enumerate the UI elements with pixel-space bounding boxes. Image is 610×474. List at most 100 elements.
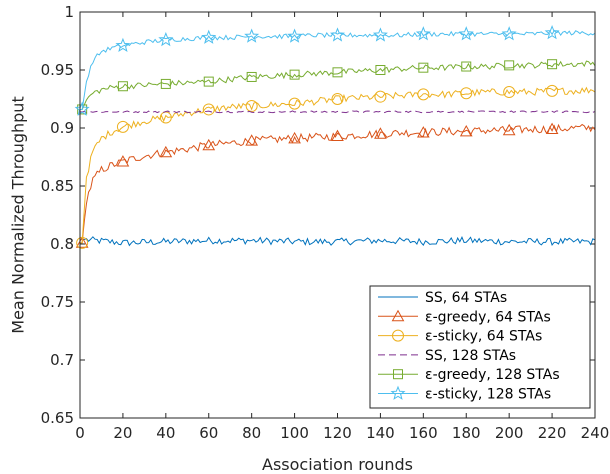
circle-marker: [460, 87, 473, 100]
series-line: [80, 29, 596, 110]
y-tick-label: 0.9: [50, 119, 74, 137]
legend-item: SS, 128 STAs: [378, 348, 516, 364]
star-marker: [158, 31, 174, 47]
triangle-marker: [159, 145, 173, 158]
circle-marker: [288, 97, 301, 110]
triangle-marker: [288, 131, 301, 144]
series-line: [79, 110, 596, 114]
circle-marker: [546, 84, 559, 97]
series-1: [80, 236, 596, 247]
series-5: [77, 59, 596, 115]
triangle-marker: [331, 129, 344, 142]
star-marker: [330, 27, 345, 42]
legend-item: ε-sticky, 128 STAs: [378, 385, 551, 403]
series-6: [74, 25, 596, 116]
star-marker: [458, 26, 474, 41]
triangle-marker: [116, 155, 130, 167]
star-marker: [115, 37, 131, 53]
legend-box: [369, 285, 591, 409]
x-tick-label: 200: [495, 424, 524, 442]
star-marker: [501, 26, 517, 41]
series-line: [80, 123, 596, 244]
legend-label: SS, 128 STAs: [425, 348, 516, 364]
circle-marker: [417, 88, 430, 101]
x-axis-label: Association rounds: [262, 455, 413, 474]
star-marker: [244, 28, 260, 43]
circle-marker: [503, 86, 516, 99]
star-marker: [390, 385, 406, 400]
series-2: [75, 122, 596, 248]
star-marker: [544, 25, 560, 40]
star-marker: [201, 29, 217, 44]
x-tick-label: 100: [280, 424, 309, 442]
star-marker: [74, 101, 90, 116]
square-marker: [393, 369, 403, 380]
triangle-marker: [502, 123, 516, 136]
x-tick-label: 120: [323, 424, 352, 442]
circle-marker: [76, 236, 89, 249]
x-tick-label: 80: [242, 424, 261, 442]
series-line: [80, 86, 596, 244]
triangle-marker: [416, 126, 430, 138]
square-marker: [332, 67, 343, 78]
square-marker: [117, 81, 128, 92]
x-tick-label: 0: [75, 424, 85, 442]
square-marker: [375, 65, 386, 75]
triangle-marker: [202, 138, 216, 151]
circle-marker: [159, 111, 172, 124]
circle-marker: [116, 120, 129, 133]
star-marker: [415, 26, 431, 41]
series-4: [79, 110, 596, 114]
square-marker: [203, 76, 214, 87]
triangle-marker: [459, 124, 473, 137]
x-tick-label: 160: [409, 424, 438, 442]
legend-item: ε-greedy, 64 STAs: [378, 309, 551, 325]
x-tick-label: 20: [113, 424, 132, 442]
square-marker: [289, 69, 300, 80]
x-tick-label: 140: [366, 424, 395, 442]
y-tick-label: 0.65: [41, 409, 74, 427]
square-marker: [418, 62, 429, 73]
x-tick-label: 240: [581, 424, 610, 442]
x-tick-label: 220: [538, 424, 567, 442]
legend-label: ε-sticky, 128 STAs: [425, 387, 551, 403]
legend-label: ε-sticky, 64 STAs: [425, 329, 542, 345]
series-3: [76, 84, 596, 249]
triangle-marker: [245, 134, 259, 146]
square-marker: [246, 71, 257, 82]
y-tick-label: 0.75: [41, 293, 74, 311]
series-line: [80, 60, 596, 110]
y-tick-label: 0.8: [50, 235, 74, 253]
square-marker: [461, 61, 472, 72]
series-lines: [74, 25, 596, 249]
x-tick-label: 40: [156, 424, 175, 442]
star-marker: [372, 27, 388, 42]
y-tick-label: 1: [64, 3, 74, 21]
y-tick-label: 0.7: [50, 351, 74, 369]
legend-item: SS, 64 STAs: [378, 290, 507, 306]
legend-label: SS, 64 STAs: [425, 290, 507, 306]
circle-marker: [245, 99, 258, 112]
x-tick-label: 60: [199, 424, 218, 442]
triangle-marker: [545, 122, 559, 135]
triangle-marker: [391, 309, 405, 322]
triangle-marker: [75, 236, 89, 248]
axis-ticks: 0 20 40 60 80 100 120 140 160 180 200 220 240 0.65 0.7…: [41, 3, 610, 442]
circle-marker: [331, 93, 344, 105]
y-tick-label: 0.85: [41, 177, 74, 195]
y-tick-label: 0.95: [41, 61, 74, 79]
triangle-marker: [374, 127, 387, 139]
circle-marker: [392, 329, 404, 342]
square-marker: [547, 59, 558, 70]
legend-label: ε-greedy, 128 STAs: [425, 367, 560, 383]
y-axis-label: Mean Normalized Throughput: [9, 96, 28, 333]
square-marker: [160, 78, 171, 89]
legend-item: ε-greedy, 128 STAs: [378, 367, 560, 383]
legend: SS, 64 STAs ε-greedy, 64 STAs ε-sticky, 64…: [369, 285, 591, 409]
circle-marker: [374, 90, 387, 103]
star-marker: [287, 28, 303, 43]
legend-item: ε-sticky, 64 STAs: [378, 329, 542, 345]
x-tick-label: 180: [452, 424, 481, 442]
plot-frame: [79, 11, 596, 419]
